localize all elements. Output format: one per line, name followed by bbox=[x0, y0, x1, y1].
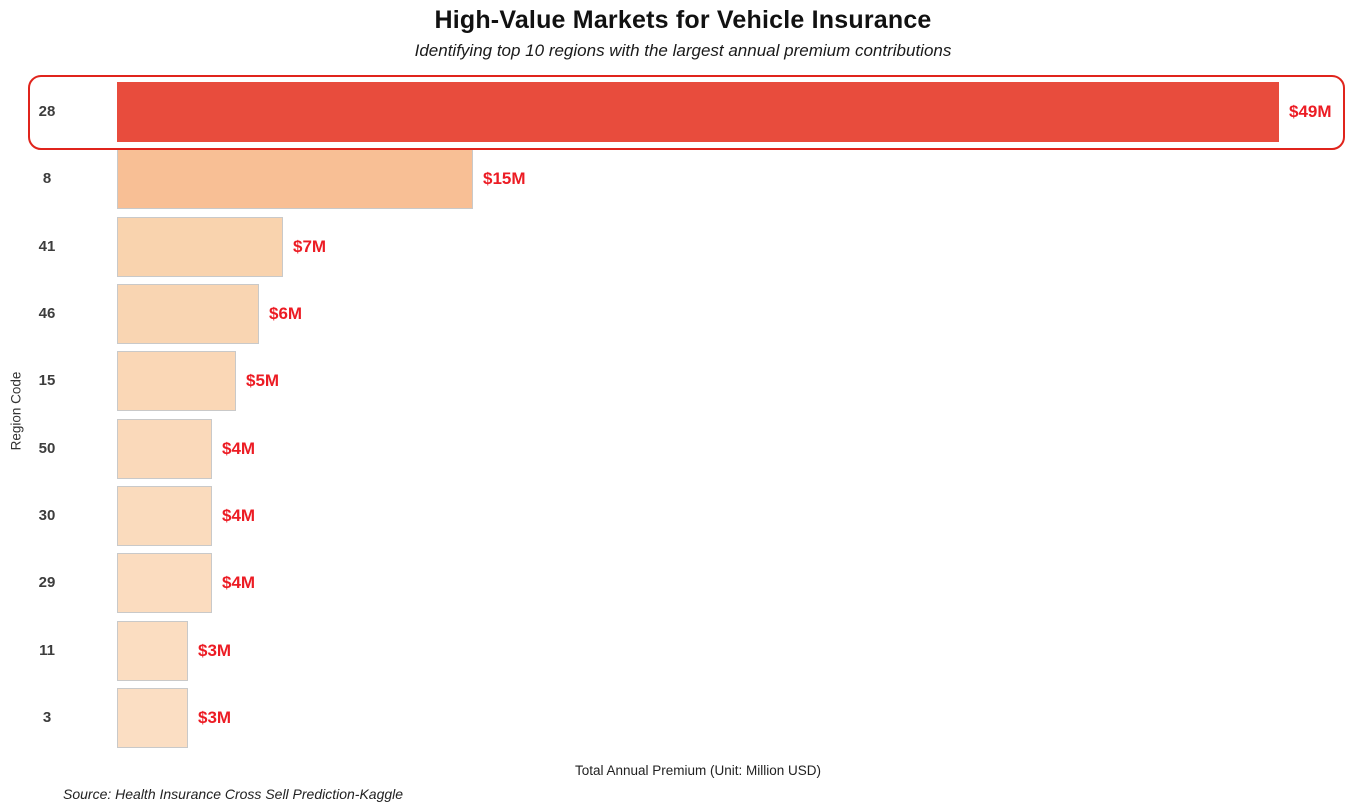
bar bbox=[117, 284, 259, 345]
bar bbox=[117, 688, 188, 749]
bar-value-label: $4M bbox=[222, 438, 256, 458]
source-note: Source: Health Insurance Cross Sell Pred… bbox=[63, 786, 404, 802]
x-axis-title: Total Annual Premium (Unit: Million USD) bbox=[574, 763, 822, 778]
bar-row: 29 $4M bbox=[0, 553, 1366, 620]
bar-value-label: $7M bbox=[293, 236, 327, 256]
chart-subtitle: Identifying top 10 regions with the larg… bbox=[414, 41, 952, 60]
bar-value-label: $6M bbox=[269, 304, 303, 324]
y-tick-label: 3 bbox=[42, 709, 52, 727]
bar-value-label: $15M bbox=[483, 169, 526, 189]
bar-value-label: $3M bbox=[198, 640, 232, 660]
y-tick-label: 15 bbox=[38, 372, 56, 390]
bar bbox=[117, 149, 473, 210]
bar-value-label: $5M bbox=[246, 371, 280, 391]
bar-row: 11 $3M bbox=[0, 620, 1366, 688]
bar bbox=[117, 418, 212, 479]
bar-value-label: $3M bbox=[198, 708, 232, 728]
y-tick-label: 8 bbox=[42, 170, 52, 188]
bar-row: 50 $4M bbox=[0, 418, 1366, 486]
bar bbox=[117, 620, 188, 681]
bar-row: 8 $15M bbox=[0, 149, 1366, 216]
bar bbox=[117, 553, 212, 614]
bar-value-label: $4M bbox=[222, 573, 256, 593]
bar bbox=[117, 216, 283, 277]
bar-value-label: $49M bbox=[1289, 102, 1332, 121]
chart-title: High-Value Markets for Vehicle Insurance bbox=[434, 6, 932, 34]
bar-row: 28 $49M bbox=[0, 82, 1366, 149]
y-tick-label: 30 bbox=[38, 507, 56, 525]
bar-row: 30 $4M bbox=[0, 486, 1366, 553]
y-tick-label: 28 bbox=[38, 103, 56, 120]
bar-row: 3 $3M bbox=[0, 688, 1366, 755]
y-tick-label: 50 bbox=[38, 439, 56, 457]
bar-value-label: $4M bbox=[222, 506, 256, 526]
plot-area: 28 $49M 8 $15M 41 $7M 46 $6M 15 $5M 50 $… bbox=[0, 82, 1366, 755]
bar-row: 41 $7M bbox=[0, 216, 1366, 284]
bar bbox=[117, 486, 212, 547]
y-tick-label: 41 bbox=[38, 237, 56, 255]
y-tick-label: 11 bbox=[39, 641, 55, 659]
y-tick-label: 46 bbox=[38, 305, 56, 323]
bar-row: 46 $6M bbox=[0, 284, 1366, 351]
bar-row: 15 $5M bbox=[0, 351, 1366, 418]
y-tick-label: 29 bbox=[38, 574, 56, 592]
bar bbox=[117, 82, 1279, 142]
bar bbox=[117, 351, 236, 412]
